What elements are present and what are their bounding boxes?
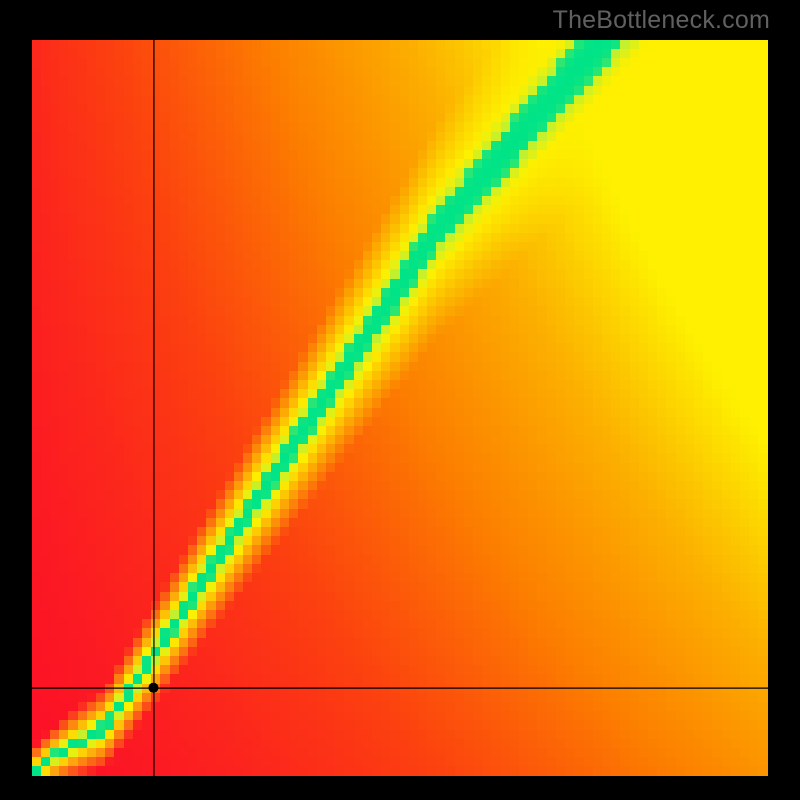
heatmap-plot-area [32, 40, 768, 776]
watermark-text: TheBottleneck.com [553, 6, 770, 35]
crosshair-overlay [32, 40, 768, 776]
chart-frame: TheBottleneck.com [0, 0, 800, 800]
